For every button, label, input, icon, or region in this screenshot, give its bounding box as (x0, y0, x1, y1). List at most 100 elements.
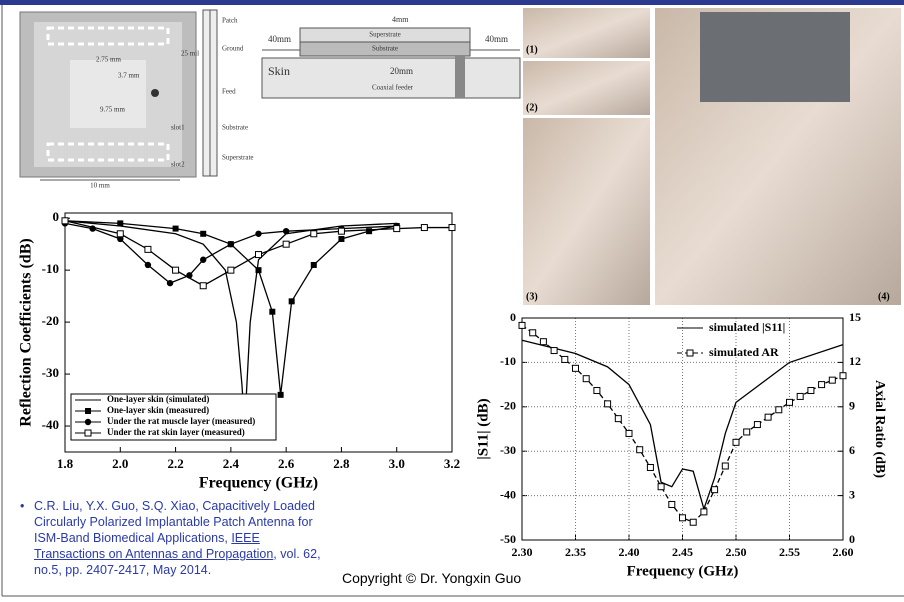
x-tick-label: 2.55 (779, 545, 800, 559)
marker (85, 408, 91, 414)
marker (679, 514, 686, 522)
marker (689, 518, 697, 526)
marker (310, 230, 318, 238)
x-tick-label: 2.8 (333, 456, 350, 471)
photo (523, 8, 650, 58)
diagram-label: Skin (268, 64, 290, 78)
legend-label: Under the rat muscle layer (measured) (107, 416, 255, 426)
marker (657, 483, 665, 491)
x-tick-label: 1.8 (57, 456, 74, 471)
marker (786, 398, 793, 406)
marker (764, 413, 772, 421)
marker (144, 261, 152, 269)
citation-link[interactable]: IEEE Transactions on Antennas and Propag… (34, 531, 274, 561)
photo-label: (3) (526, 291, 538, 302)
marker (282, 240, 290, 248)
marker (255, 230, 262, 237)
marker (227, 266, 235, 274)
photo-label: (2) (526, 102, 538, 113)
diagram-label: 20mm (390, 66, 413, 76)
legend-label: One-layer skin (measured) (107, 405, 209, 415)
legend-label: One-layer skin (simulated) (107, 394, 209, 404)
marker (200, 230, 207, 237)
x-tick-label: 2.6 (278, 456, 295, 471)
series-line (64, 222, 397, 284)
x-axis-label: Frequency (GHz) (627, 563, 739, 579)
marker (172, 225, 179, 232)
diagram-label: 40mm (268, 34, 291, 44)
photos: (1) (2) (3) (4) (523, 8, 901, 305)
diagram-label: 2.75 mm (96, 56, 121, 64)
marker (269, 308, 276, 315)
marker (144, 245, 152, 253)
citation: • C.R. Liu, Y.X. Guo, S.Q. Xiao, Capaciti… (20, 499, 321, 577)
antenna-diagram: Patch Ground Feed Substrate Superstrate … (19, 9, 521, 190)
marker (711, 486, 719, 494)
y-tick-label: -30 (42, 365, 59, 380)
citation-text: , vol. 62, no.5, pp. 2407-2417, May 2014… (34, 547, 321, 577)
marker (529, 329, 537, 337)
y2-tick-label: 15 (849, 310, 861, 324)
marker (550, 347, 558, 355)
marker (839, 372, 847, 380)
y2-tick-label: 12 (849, 354, 861, 368)
x-tick-label: 2.45 (672, 545, 693, 559)
diagram-label: 4mm (392, 15, 409, 24)
marker (625, 429, 633, 437)
x-tick-label: 2.30 (512, 545, 533, 559)
marker (828, 376, 836, 384)
marker (743, 428, 751, 436)
diagram-label: Patch (222, 17, 238, 25)
diagram-label: slot1 (171, 124, 185, 132)
plot-frame (521, 317, 844, 541)
series-line (521, 339, 844, 512)
diagram-label: Ground (222, 45, 244, 53)
photo-label: (4) (878, 291, 890, 302)
marker (700, 508, 708, 516)
marker (614, 415, 622, 423)
marker (561, 355, 569, 363)
marker (61, 217, 69, 225)
diagram-label: 3.7 mm (118, 72, 140, 80)
marker (636, 446, 644, 454)
legend-label: simulated |S11| (709, 320, 785, 334)
y-tick-label: -10 (500, 354, 516, 368)
diagram-label: 40mm (485, 34, 508, 44)
diagram-label: 9.75 mm (100, 106, 125, 114)
y-tick-label: 0 (53, 209, 60, 224)
marker (539, 338, 547, 346)
photo-label: (1) (526, 44, 538, 55)
marker (337, 227, 345, 235)
marker (116, 230, 124, 238)
marker (200, 256, 207, 263)
diagram-label: 10 mm (90, 182, 110, 190)
x-tick-label: 3.0 (389, 456, 405, 471)
marker (518, 321, 526, 329)
marker (277, 391, 284, 398)
legend-label: Under the rat skin layer (measured) (107, 427, 245, 437)
diagram-label: Substrate (222, 124, 248, 132)
x-axis-label: Frequency (GHz) (199, 475, 318, 492)
marker (686, 349, 694, 357)
y-tick-label: -30 (500, 443, 516, 457)
y-tick-label: -10 (42, 261, 59, 276)
marker (775, 406, 783, 414)
y-tick-label: -40 (500, 487, 516, 501)
marker (255, 267, 262, 274)
marker (338, 235, 345, 242)
x-tick-label: 2.0 (112, 456, 128, 471)
marker (117, 235, 124, 243)
diagram-label: 25 mil (181, 50, 199, 58)
y-tick-label: -20 (42, 313, 59, 328)
x-tick-label: 2.4 (223, 456, 240, 471)
marker (282, 227, 290, 235)
marker (420, 224, 428, 232)
legend-box (70, 393, 277, 441)
diagram-label: slot2 (171, 161, 185, 169)
marker (199, 282, 207, 290)
legend-label: simulated AR (709, 345, 779, 359)
x-tick-label: 3.2 (444, 456, 460, 471)
marker (721, 462, 729, 470)
y-tick-label: -40 (42, 417, 59, 432)
x-tick-label: 2.60 (833, 545, 854, 559)
